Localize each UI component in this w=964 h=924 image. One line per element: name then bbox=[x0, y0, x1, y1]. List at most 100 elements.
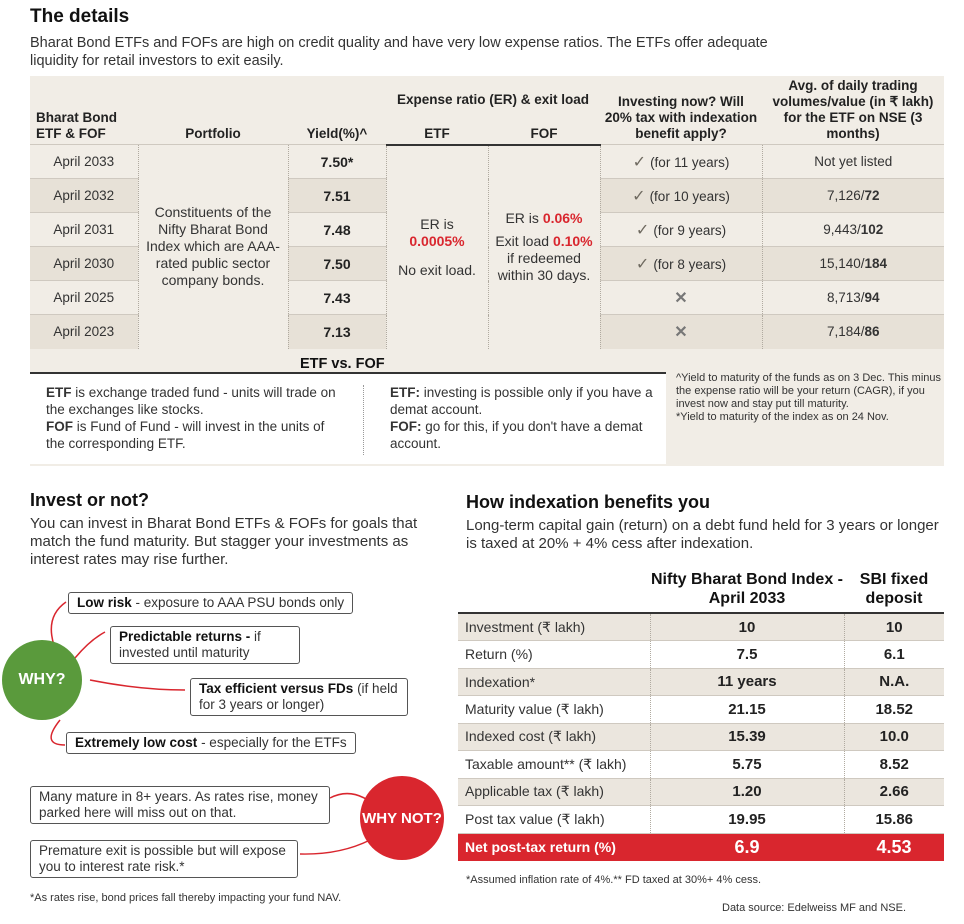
row-label: Return (%) bbox=[458, 640, 650, 669]
indexation-row: Taxable amount** (₹ lakh) 5.75 8.52 bbox=[458, 750, 944, 779]
volume-cell: 15,140/184 bbox=[761, 246, 944, 281]
fund-name: April 2023 bbox=[30, 314, 138, 349]
investing-cell: ✕ bbox=[599, 280, 762, 315]
cross-icon: ✕ bbox=[674, 323, 688, 341]
etf-expense: ER is 0.0005% No exit load. bbox=[385, 144, 488, 349]
header-name: Bharat Bond ETF & FOF bbox=[36, 110, 117, 141]
etf-vs-fof-box: ETF is exchange traded fund - units will… bbox=[30, 372, 666, 464]
net-label: Net post-tax return (%) bbox=[458, 833, 650, 861]
indexation-row: Indexed cost (₹ lakh) 15.39 10.0 bbox=[458, 723, 944, 751]
yield-note: ^Yield to maturity of the funds as on 3 … bbox=[676, 372, 942, 410]
nifty-value: 7.5 bbox=[649, 640, 844, 669]
indexation-row: Return (%) 7.5 6.1 bbox=[458, 640, 944, 669]
sbi-value: 2.66 bbox=[843, 778, 944, 806]
intro-text: Bharat Bond ETFs and FOFs are high on cr… bbox=[30, 35, 768, 69]
definitions: ETF is exchange traded fund - units will… bbox=[46, 384, 346, 452]
row-label: Applicable tax (₹ lakh) bbox=[458, 778, 650, 806]
net-return-row: Net post-tax return (%) 6.9 4.53 bbox=[458, 833, 944, 861]
sbi-value: 6.1 bbox=[843, 640, 944, 669]
volume-cell: 7,184/86 bbox=[761, 314, 944, 349]
def-etf-term: ETF bbox=[46, 385, 72, 400]
invest-text: You can invest in Bharat Bond ETFs & FOF… bbox=[30, 515, 418, 568]
sbi-value: 18.52 bbox=[843, 695, 944, 724]
why-item-predictable: Predictable returns - if invested until … bbox=[110, 626, 300, 664]
row-label: Indexation* bbox=[458, 668, 650, 696]
row-label: Post tax value (₹ lakh) bbox=[458, 805, 650, 834]
fund-yield: 7.48 bbox=[287, 212, 386, 247]
fund-yield: 7.13 bbox=[287, 314, 386, 349]
fund-name: April 2030 bbox=[30, 246, 138, 281]
why-item-tax: Tax efficient versus FDs (if held for 3 … bbox=[190, 678, 408, 716]
etf-vs-fof-heading: ETF vs. FOF bbox=[300, 356, 385, 372]
header-etf: ETF bbox=[386, 110, 488, 146]
indexation-heading: How indexation benefits you bbox=[466, 492, 711, 512]
index-note: *Yield to maturity of the index as on 24… bbox=[676, 411, 889, 423]
indexation-row: Indexation* 11 years N.A. bbox=[458, 668, 944, 696]
indexation-row: Maturity value (₹ lakh) 21.15 18.52 bbox=[458, 695, 944, 724]
fund-yield: 7.51 bbox=[287, 178, 386, 213]
def-etf: is exchange traded fund - units will tra… bbox=[46, 385, 336, 417]
def-fof-term: FOF bbox=[46, 419, 73, 434]
nifty-value: 15.39 bbox=[649, 723, 844, 751]
sbi-value: N.A. bbox=[843, 668, 944, 696]
fund-name: April 2033 bbox=[30, 144, 138, 179]
nifty-value: 1.20 bbox=[649, 778, 844, 806]
use-fof-term: FOF: bbox=[390, 419, 422, 434]
page-title: The details bbox=[30, 6, 130, 27]
why-item-low-risk: Low risk - exposure to AAA PSU bonds onl… bbox=[68, 592, 354, 614]
why-not-circle: WHY NOT? bbox=[360, 776, 444, 860]
header-yield: Yield(%)^ bbox=[306, 126, 368, 141]
row-label: Taxable amount** (₹ lakh) bbox=[458, 750, 650, 779]
investing-cell: ✓ (for 8 years) bbox=[599, 246, 762, 281]
indexation-text: Long-term capital gain (return) on a deb… bbox=[466, 517, 939, 552]
fund-yield: 7.50* bbox=[287, 144, 386, 179]
fund-yield: 7.50 bbox=[287, 246, 386, 281]
row-label: Indexed cost (₹ lakh) bbox=[458, 723, 650, 751]
nifty-value: 10 bbox=[649, 613, 844, 641]
row-label: Maturity value (₹ lakh) bbox=[458, 695, 650, 724]
why-circle: WHY? bbox=[2, 640, 82, 720]
header-volumes: Avg. of daily trading volumes/value (in … bbox=[772, 78, 934, 141]
header-portfolio: Portfolio bbox=[185, 126, 241, 141]
investing-cell: ✓ (for 9 years) bbox=[599, 212, 762, 247]
use-fof: go for this, if you don't have a demat a… bbox=[390, 419, 643, 451]
sbi-value: 10 bbox=[843, 613, 944, 641]
row-label: Investment (₹ lakh) bbox=[458, 613, 650, 641]
fund-row: April 2025 7.43 ✕ 8,713/94 bbox=[30, 280, 944, 315]
check-icon: ✓ bbox=[632, 153, 647, 171]
why-not-item-exit: Premature exit is possible but will expo… bbox=[30, 840, 298, 878]
investing-cell: ✕ bbox=[599, 314, 762, 349]
funds-table: Bharat Bond ETF & FOF Portfolio Yield(%)… bbox=[30, 78, 944, 349]
indexation-footnote: *Assumed inflation rate of 4%.** FD taxe… bbox=[466, 874, 762, 886]
sbi-value: 10.0 bbox=[843, 723, 944, 751]
header-expense: Expense ratio (ER) & exit load bbox=[396, 92, 590, 108]
fund-name: April 2031 bbox=[30, 212, 138, 247]
volume-cell: Not yet listed bbox=[761, 144, 944, 179]
nifty-value: 11 years bbox=[649, 668, 844, 696]
etf-vs-fof-divider bbox=[363, 385, 364, 455]
data-source: Data source: Edelweiss MF and NSE. bbox=[722, 902, 907, 914]
invest-footnote: *As rates rise, bond prices fall thereby… bbox=[30, 892, 342, 904]
indexation-row: Applicable tax (₹ lakh) 1.20 2.66 bbox=[458, 778, 944, 806]
check-icon: ✓ bbox=[632, 187, 646, 205]
volume-cell: 8,713/94 bbox=[761, 280, 944, 315]
indexation-table: Nifty Bharat Bond Index - April 2033 SBI… bbox=[458, 570, 944, 861]
yield-footnotes: ^Yield to maturity of the funds as on 3 … bbox=[676, 372, 944, 424]
fund-yield: 7.43 bbox=[287, 280, 386, 315]
cross-icon: ✕ bbox=[674, 289, 688, 307]
sbi-value: 8.52 bbox=[843, 750, 944, 779]
net-sbi: 4.53 bbox=[844, 833, 944, 861]
fund-row: April 2031 7.48 ✓ (for 9 years) 9,443/102 bbox=[30, 212, 944, 247]
indexation-row: Post tax value (₹ lakh) 19.95 15.86 bbox=[458, 805, 944, 834]
invest-heading: Invest or not? bbox=[30, 490, 150, 510]
sbi-value: 15.86 bbox=[843, 805, 944, 834]
nifty-value: 19.95 bbox=[649, 805, 844, 834]
nifty-value: 21.15 bbox=[649, 695, 844, 724]
def-fof: is Fund of Fund - will invest in the uni… bbox=[46, 419, 325, 451]
investing-cell: ✓ (for 11 years) bbox=[599, 144, 762, 179]
portfolio-text: Constituents of the Nifty Bharat Bond In… bbox=[137, 144, 288, 349]
use-etf: investing is possible only if you have a… bbox=[390, 385, 653, 417]
check-icon: ✓ bbox=[635, 255, 650, 273]
fof-expense: ER is 0.06% Exit load 0.10% if redeemed w… bbox=[487, 144, 600, 349]
why-item-low-cost: Extremely low cost - especially for the … bbox=[66, 732, 356, 754]
